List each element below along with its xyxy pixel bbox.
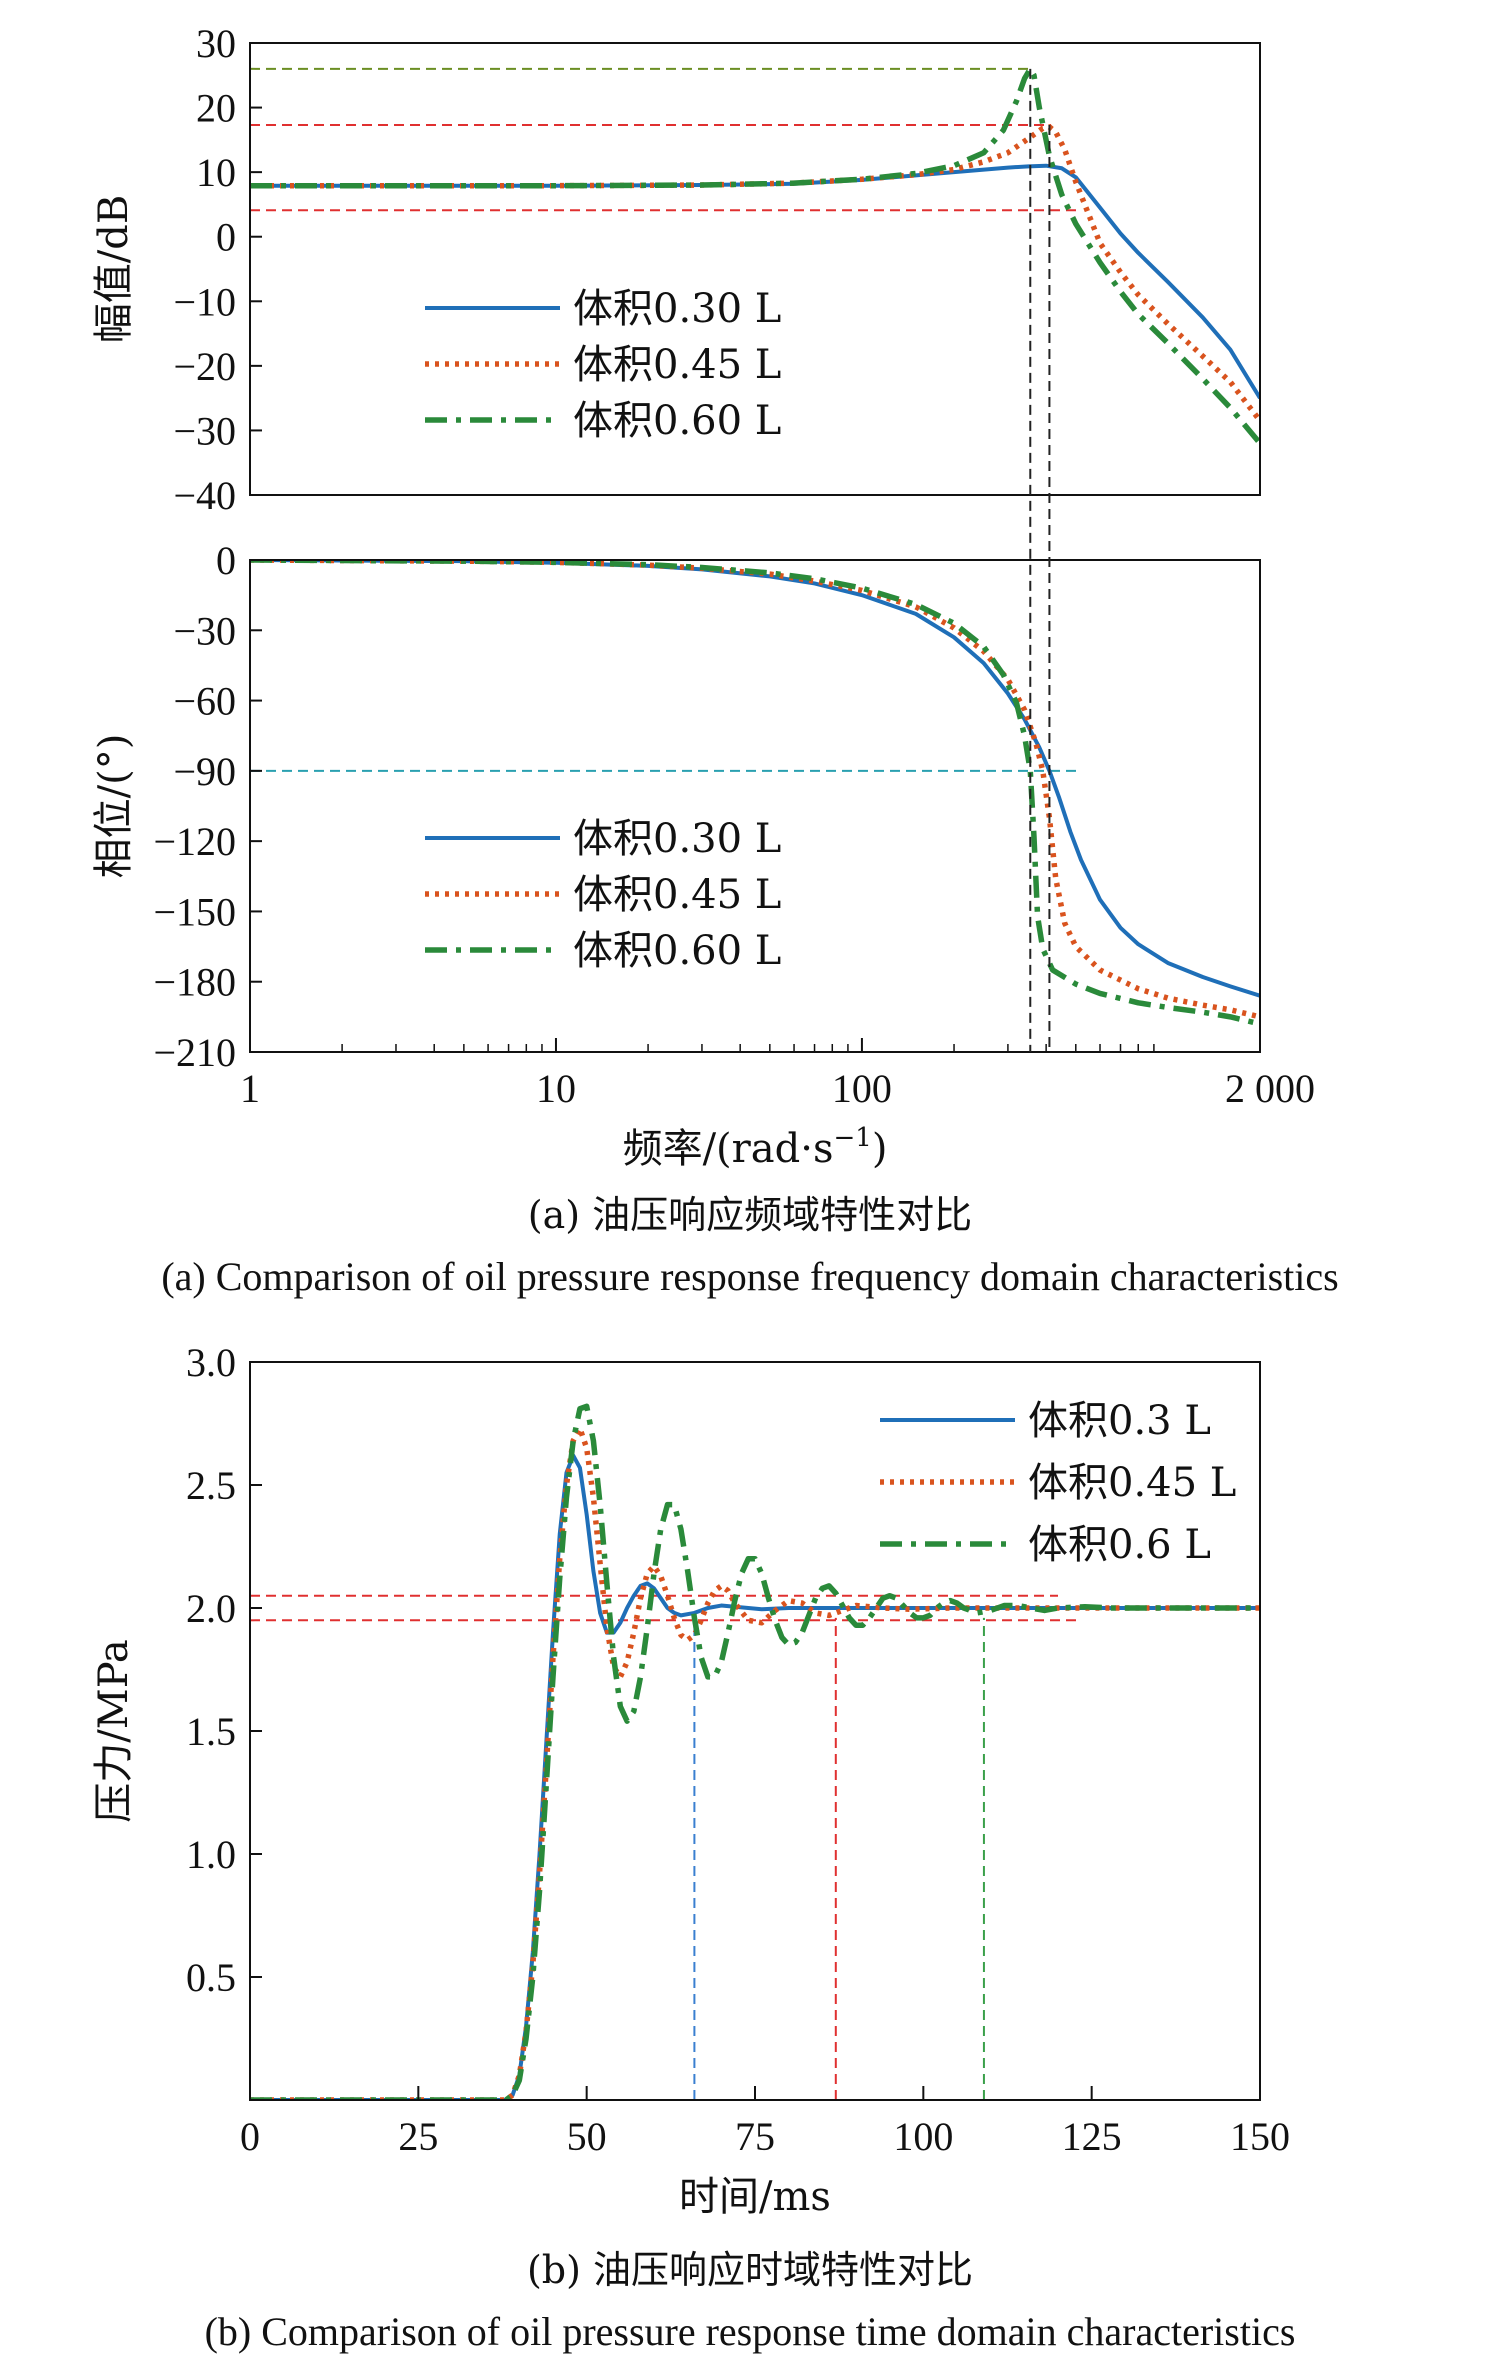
magnitude-legend-label-2: 体积0.60 L (573, 398, 781, 444)
time-xtick-label-0: 0 (240, 2114, 260, 2159)
magnitude-chart: 30 20 10 0 −10 −20 −30 −40 幅值/dB 体积0.30 L 体积0.45 L… (91, 21, 1261, 518)
time-ytick-label-2: 1.5 (186, 1709, 236, 1754)
time-legend-label-2: 体积0.6 L (1028, 1522, 1211, 1568)
phase-ylabel: 相位/(°) (91, 734, 137, 879)
time-xtick-label-5: 125 (1062, 2114, 1122, 2159)
time-xtick-label-6: 150 (1230, 2114, 1290, 2159)
phase-xlabel-main: 频率/(rad·s (623, 1126, 834, 1172)
magnitude-legend-label-0: 体积0.30 L (573, 286, 781, 332)
time-xtick-label-1: 25 (398, 2114, 438, 2159)
phase-ytick-label-1: −30 (173, 608, 236, 653)
phase-ytick-label-6: −180 (153, 960, 236, 1005)
time-legend-label-0: 体积0.3 L (1028, 1398, 1211, 1444)
magnitude-ytick-label-5: −20 (173, 344, 236, 389)
phase-ytick-label-5: −150 (153, 889, 236, 934)
phase-ytick-label-7: −210 (153, 1030, 236, 1075)
magnitude-ytick-label-0: 30 (196, 21, 236, 66)
phase-frame (249, 559, 1261, 1053)
magnitude-series-1 (250, 124, 1260, 423)
magnitude-legend-label-1: 体积0.45 L (573, 342, 781, 388)
phase-xlabel: 频率/(rad·s−1) (623, 1123, 888, 1172)
phase-ytick-label-3: −90 (173, 749, 236, 794)
magnitude-ytick-label-4: −10 (173, 279, 236, 324)
magnitude-ytick-label-7: −40 (173, 473, 236, 518)
phase-xlabel-sup: −1 (833, 1123, 871, 1153)
magnitude-ytick-label-6: −30 (173, 408, 236, 453)
magnitude-ytick-label-3: 0 (216, 215, 236, 260)
magnitude-frame (249, 42, 1261, 496)
caption-a-en: (a) Comparison of oil pressure response … (161, 1254, 1338, 1299)
phase-ytick-label-0: 0 (216, 538, 236, 583)
time-ytick-label-0: 0.5 (186, 1955, 236, 2000)
phase-series-2 (250, 560, 1260, 1027)
time-ytick-label-3: 2.0 (186, 1586, 236, 1631)
phase-legend-label-0: 体积0.30 L (573, 816, 781, 862)
phase-xtick-label-1: 10 (536, 1066, 576, 1111)
time-xlabel: 时间/ms (679, 2174, 831, 2220)
magnitude-ytick-label-1: 20 (196, 86, 236, 131)
phase-ytick-label-4: −120 (153, 819, 236, 864)
phase-xlabel-end: ) (872, 1126, 888, 1172)
magnitude-series-2 (250, 66, 1260, 446)
time-xtick-label-2: 50 (567, 2114, 607, 2159)
time-ytick-label-5: 3.0 (186, 1340, 236, 1385)
time-series-1 (250, 1425, 1260, 2100)
time-chart: 0.5 1.0 1.5 2.0 2.5 3.0 0 25 50 75 100 125 150 压力/MPa… (91, 1340, 1290, 2220)
time-xlabel-main: 时间/ms (679, 2174, 831, 2220)
time-ytick-label-1: 1.0 (186, 1832, 236, 1877)
caption-b-cn: (b) 油压响应时域特性对比 (527, 2248, 973, 2292)
magnitude-ylabel: 幅值/dB (91, 195, 137, 343)
phase-ytick-label-2: −60 (173, 679, 236, 724)
time-series-2 (250, 1403, 1260, 2100)
phase-legend-label-2: 体积0.60 L (573, 928, 781, 974)
phase-xtick-label-3: 2 000 (1225, 1066, 1315, 1111)
time-legend-label-1: 体积0.45 L (1028, 1460, 1236, 1506)
phase-legend-label-1: 体积0.45 L (573, 872, 781, 918)
magnitude-ytick-label-2: 10 (196, 150, 236, 195)
phase-xtick-label-0: 1 (240, 1066, 260, 1111)
time-ylabel: 压力/MPa (91, 1639, 137, 1822)
time-xtick-label-4: 100 (893, 2114, 953, 2159)
caption-b-en: (b) Comparison of oil pressure response … (205, 2309, 1296, 2354)
phase-xtick-label-2: 100 (832, 1066, 892, 1111)
time-xtick-label-3: 75 (735, 2114, 775, 2159)
caption-a-cn: (a) 油压响应频域特性对比 (528, 1193, 972, 1237)
time-ytick-label-4: 2.5 (186, 1463, 236, 1508)
